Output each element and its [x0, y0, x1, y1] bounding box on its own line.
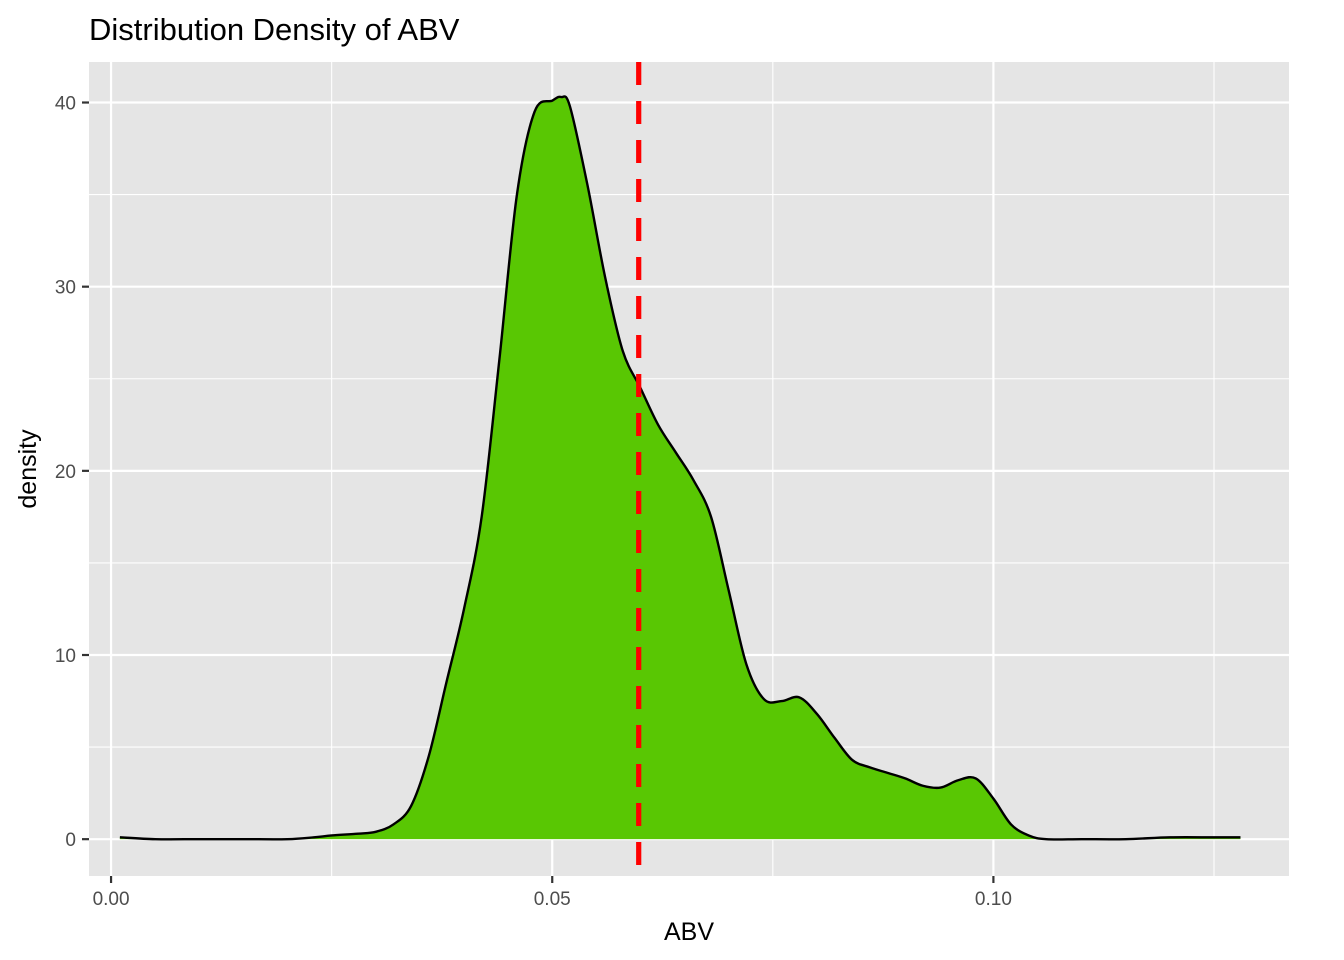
density-area — [119, 96, 1241, 840]
y-tick-label: 30 — [55, 278, 76, 299]
y-tick-label: 20 — [55, 462, 76, 483]
x-axis: 0.00 0.05 0.10 — [93, 876, 1012, 910]
y-tick-label: 0 — [65, 830, 76, 851]
y-axis-title: density — [14, 429, 42, 509]
x-tick-label: 0.00 — [93, 889, 130, 910]
density-curve — [119, 95, 1241, 841]
x-tick-label: 0.05 — [534, 889, 571, 910]
x-tick-label: 0.10 — [975, 889, 1012, 910]
chart-title: Distribution Density of ABV — [89, 12, 460, 47]
y-axis: 0 10 20 30 40 — [55, 94, 89, 851]
y-tick-label: 10 — [55, 646, 76, 667]
x-axis-title: ABV — [664, 918, 714, 946]
y-tick-label: 40 — [55, 94, 76, 115]
